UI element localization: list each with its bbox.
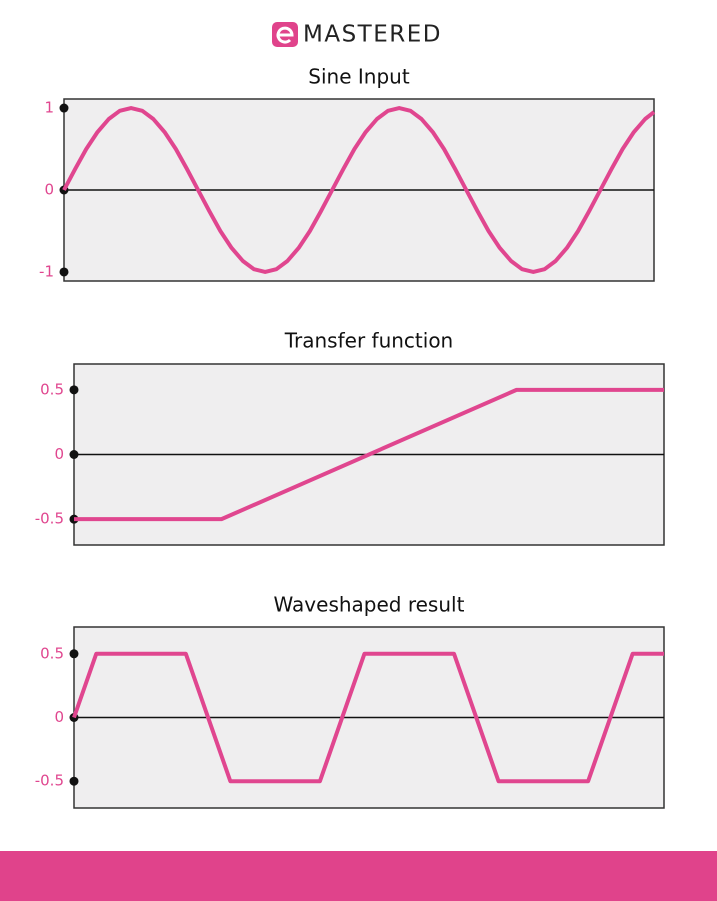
signal-line	[72, 651, 664, 784]
tick-dot	[59, 267, 69, 277]
y-tick-label: 0.5	[40, 644, 64, 662]
signal-line	[74, 387, 664, 522]
footer-band	[0, 851, 717, 901]
tick-dot	[69, 776, 79, 786]
chart-title: Transfer function	[284, 329, 453, 353]
tick-dot	[69, 649, 79, 659]
chart-title: Sine Input	[308, 65, 410, 89]
y-tick-label: 0	[54, 708, 64, 726]
signal-line	[62, 106, 656, 274]
logo-text: MASTERED	[303, 22, 442, 48]
y-tick-label: 0	[54, 445, 64, 463]
y-tick-label: -0.5	[35, 772, 64, 790]
y-tick-label: -1	[39, 262, 54, 280]
y-tick-label: -0.5	[35, 510, 64, 528]
tick-dot	[59, 103, 69, 113]
chart-title: Waveshaped result	[274, 593, 465, 617]
tick-dot	[69, 450, 79, 459]
logo-icon-glyph	[276, 26, 294, 44]
y-tick-label: 0	[44, 181, 54, 199]
y-tick-label: 1	[44, 99, 54, 117]
y-tick-label: 0.5	[40, 380, 64, 398]
tick-dot	[69, 385, 79, 395]
